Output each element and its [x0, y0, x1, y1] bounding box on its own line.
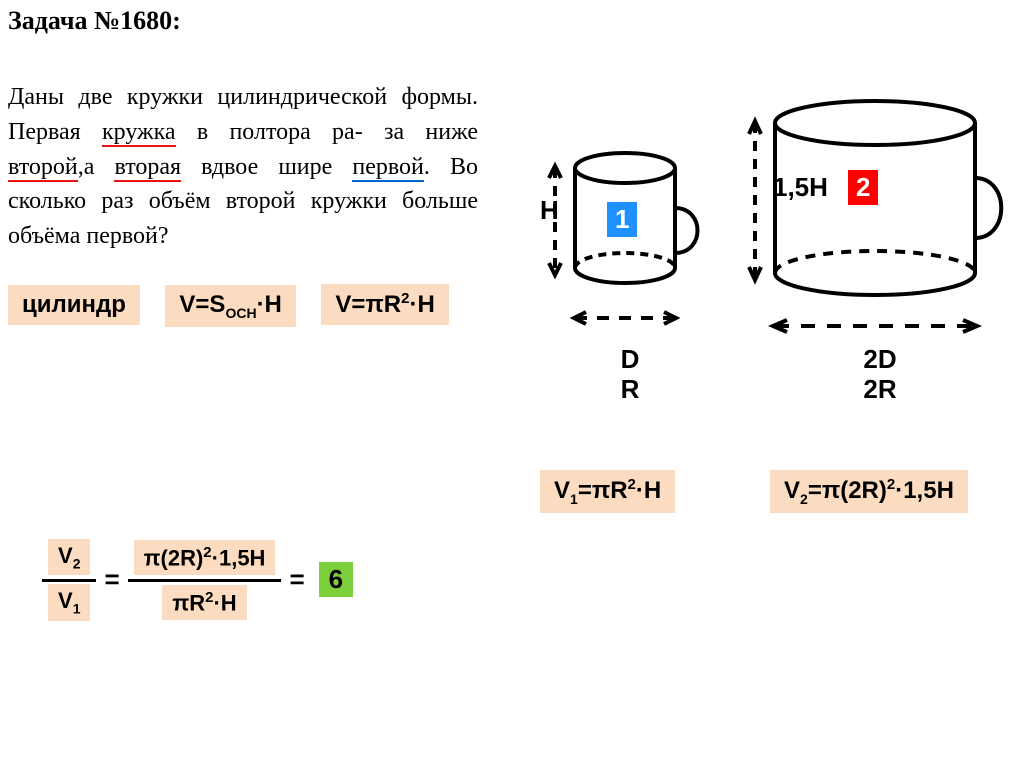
cup2-badge: 2 — [848, 170, 878, 205]
answer: 6 — [319, 562, 353, 597]
ratio-num-left: V2 — [48, 539, 90, 575]
label-R: R — [610, 374, 650, 405]
label-H: H — [540, 195, 559, 226]
problem-text: Даны две кружки цилиндрической формы. Пе… — [8, 80, 478, 254]
ratio-den-left: V1 — [48, 584, 90, 620]
ratio-num-right: π(2R)2·1,5H — [134, 540, 276, 575]
label-D: D — [610, 344, 650, 375]
equals-1: = — [98, 537, 125, 623]
equals-2: = — [283, 537, 310, 623]
formula-volume: V=πR2·H — [321, 284, 448, 325]
formula-v2: V2=π(2R)2·1,5H — [770, 470, 968, 513]
label-2R: 2R — [850, 374, 910, 405]
label-1.5H: 1,5H — [773, 172, 828, 203]
cup1-badge: 1 — [607, 202, 637, 237]
task-title: Задача №1680: — [8, 6, 181, 36]
ratio-den-right: πR2·H — [162, 585, 246, 620]
cups-diagram — [480, 68, 1020, 368]
formula-row: цилиндр V=SОСН·H V=πR2·H — [8, 284, 469, 327]
formula-v1: V1=πR2·H — [540, 470, 675, 513]
label-2D: 2D — [850, 344, 910, 375]
ratio-calculation: V2 = π(2R)2·1,5H = 6 V1 πR2·H — [40, 535, 361, 625]
shape-label: цилиндр — [8, 285, 140, 325]
formula-base-area: V=SОСН·H — [165, 285, 295, 327]
